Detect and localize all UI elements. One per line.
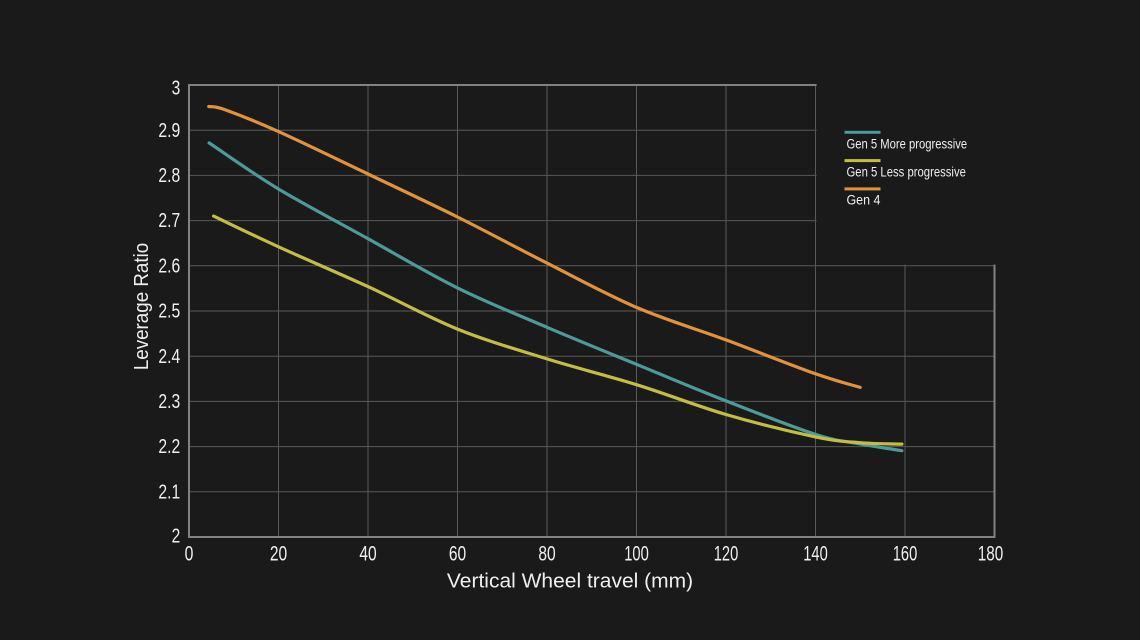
svg-text:140: 140 [803,541,828,566]
svg-text:2.3: 2.3 [158,390,180,412]
svg-text:2.7: 2.7 [158,209,180,231]
svg-text:2.4: 2.4 [158,345,180,367]
svg-text:80: 80 [538,541,555,565]
svg-text:2.8: 2.8 [158,164,180,186]
svg-text:20: 20 [270,541,287,565]
svg-text:100: 100 [624,541,649,566]
svg-text:2: 2 [172,525,181,547]
svg-text:Vertical Wheel travel (mm): Vertical Wheel travel (mm) [447,570,693,592]
svg-text:Gen 4: Gen 4 [847,192,881,208]
svg-text:60: 60 [449,541,466,565]
svg-text:2.5: 2.5 [158,300,180,322]
svg-text:2.2: 2.2 [158,435,180,457]
svg-text:2.6: 2.6 [158,255,180,277]
svg-text:160: 160 [893,541,918,566]
svg-text:Gen 5 Less progressive: Gen 5 Less progressive [847,163,966,180]
svg-text:3: 3 [172,77,181,99]
svg-text:40: 40 [359,541,376,565]
svg-text:2.9: 2.9 [158,119,180,141]
svg-text:0: 0 [185,541,194,565]
svg-text:120: 120 [714,541,739,566]
svg-text:Gen 5 More progressive: Gen 5 More progressive [847,136,968,151]
svg-text:2.1: 2.1 [158,481,180,503]
svg-text:180: 180 [978,541,1003,565]
svg-text:Leverage Ratio: Leverage Ratio [130,243,153,370]
